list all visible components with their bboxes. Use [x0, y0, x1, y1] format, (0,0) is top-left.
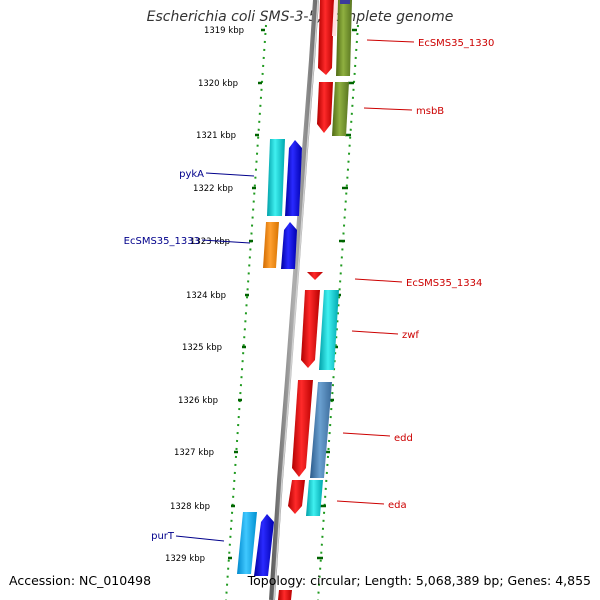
tick-label: 1323 kbp — [190, 237, 230, 247]
tick-label: 1321 kbp — [196, 131, 236, 141]
tick-label: 1324 kbp — [186, 291, 226, 301]
gene-label[interactable]: EcSMS35_1334 — [406, 278, 482, 289]
gene-label-leader — [351, 330, 399, 335]
gene-ecsms35-1333-arrow[interactable] — [281, 222, 297, 269]
gene-label[interactable]: EcSMS35_1330 — [418, 38, 494, 49]
gene-eda-cyan[interactable] — [306, 480, 323, 516]
outer-dotted-ring — [317, 24, 359, 600]
genome-backbone-edge — [273, 0, 319, 600]
gene-edd-arrow[interactable] — [292, 380, 313, 477]
tick-label: 1325 kbp — [182, 343, 222, 353]
tick-label: 1328 kbp — [170, 502, 210, 512]
genome-summary-text: Topology: circular; Length: 5,068,389 bp… — [247, 573, 591, 588]
gene-label[interactable]: zwf — [402, 330, 419, 341]
gene-edd-steel[interactable] — [310, 382, 332, 478]
gene-top-marker — [340, 0, 350, 4]
gene-zwf-cyan[interactable] — [319, 290, 339, 370]
gene-label-leader — [175, 535, 225, 542]
tick-label: 1326 kbp — [178, 396, 218, 406]
gene-label[interactable]: pykA — [179, 169, 204, 180]
genome-backbone — [269, 0, 319, 600]
gene-olive-2[interactable] — [332, 82, 349, 136]
tick-label: 1322 kbp — [193, 184, 233, 194]
gene-labels: EcSMS35_1330 msbB pykA EcSMS35_1333 EcSMS35_… — [124, 38, 495, 542]
gene-ecsms35-1330-arrow[interactable] — [318, 0, 334, 75]
gene-label[interactable]: purT — [151, 531, 175, 542]
gene-bottom-stub[interactable] — [278, 590, 292, 600]
gene-purt-arrow[interactable] — [254, 514, 274, 576]
inner-dotted-ring — [225, 24, 267, 600]
tick-label: 1319 kbp — [204, 26, 244, 36]
accession-text: Accession: NC_010498 — [9, 573, 152, 588]
gene-label-leader — [363, 107, 413, 111]
gene-label[interactable]: EcSMS35_1333 — [124, 236, 200, 247]
gene-label-leader — [366, 39, 415, 43]
gene-label-leader — [342, 432, 391, 437]
gene-label-leader — [336, 500, 385, 505]
gene-label-leader — [201, 239, 251, 244]
gene-ecsms35-1333-orange[interactable] — [263, 222, 279, 268]
gene-pyka-cyan[interactable] — [267, 139, 285, 216]
gene-zwf-arrow[interactable] — [301, 290, 320, 368]
map-title: Escherichia coli SMS-3-5, complete genom… — [146, 9, 454, 25]
gene-label[interactable]: eda — [388, 500, 407, 511]
gene-purt-light[interactable] — [237, 512, 257, 574]
tick-label: 1329 kbp — [165, 554, 205, 564]
gene-msbb-arrow[interactable] — [317, 82, 333, 133]
gene-features — [237, 0, 352, 600]
gene-ecsms35-1334-arrow[interactable] — [307, 272, 323, 280]
gene-eda-arrow[interactable] — [288, 480, 305, 514]
gene-pyka-arrow[interactable] — [285, 140, 302, 216]
gene-label[interactable]: msbB — [416, 106, 444, 117]
gene-ecsms35-1330-partner[interactable] — [332, 0, 338, 36]
gene-label[interactable]: edd — [394, 433, 413, 444]
tick-label: 1320 kbp — [198, 79, 238, 89]
gene-olive-1[interactable] — [336, 0, 352, 76]
gene-label-leader — [354, 278, 403, 283]
tick-label: 1327 kbp — [174, 448, 214, 458]
gene-label-leader — [205, 172, 255, 177]
